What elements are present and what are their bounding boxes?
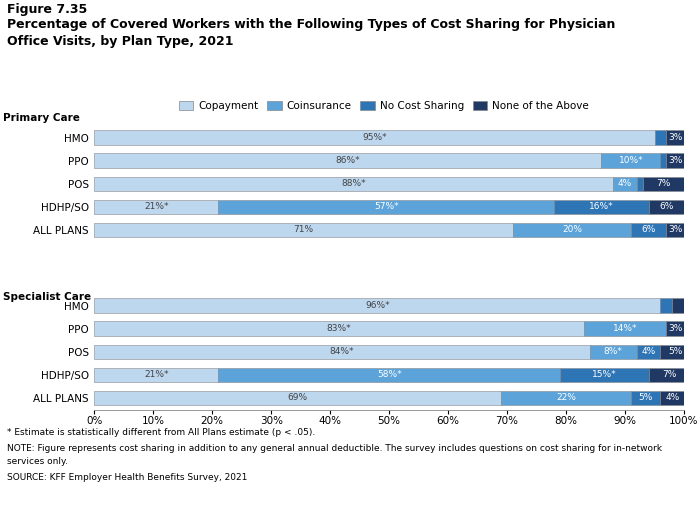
Text: Specialist Care: Specialist Care xyxy=(3,291,91,302)
Text: 5%: 5% xyxy=(668,347,683,356)
Bar xyxy=(660,344,690,359)
Bar xyxy=(602,153,660,168)
Text: Percentage of Covered Workers with the Following Types of Cost Sharing for Physi: Percentage of Covered Workers with the F… xyxy=(7,18,616,48)
Text: 4%: 4% xyxy=(665,393,679,403)
Bar xyxy=(643,176,684,191)
Text: 20%: 20% xyxy=(562,225,582,235)
Text: 15%*: 15%* xyxy=(592,370,617,380)
Text: 58%*: 58%* xyxy=(377,370,401,380)
Bar xyxy=(218,200,554,214)
Text: 69%: 69% xyxy=(288,393,308,403)
Bar xyxy=(94,321,584,336)
Text: 88%*: 88%* xyxy=(341,179,366,188)
Text: 95%*: 95%* xyxy=(362,133,387,142)
Text: 71%: 71% xyxy=(294,225,313,235)
Bar xyxy=(660,391,684,405)
Text: 4%: 4% xyxy=(641,347,656,356)
Bar xyxy=(672,298,684,313)
Text: 21%*: 21%* xyxy=(144,202,168,212)
Text: 5%: 5% xyxy=(639,393,653,403)
Bar xyxy=(560,368,648,382)
Bar xyxy=(94,200,218,214)
Bar xyxy=(667,130,684,145)
Text: Primary Care: Primary Care xyxy=(3,113,80,123)
Bar xyxy=(648,200,684,214)
Text: 22%: 22% xyxy=(556,393,576,403)
Text: 6%: 6% xyxy=(659,202,674,212)
Bar xyxy=(513,223,631,237)
Text: 7%: 7% xyxy=(656,179,671,188)
Text: SOURCE: KFF Employer Health Benefits Survey, 2021: SOURCE: KFF Employer Health Benefits Sur… xyxy=(7,472,247,481)
Text: 86%*: 86%* xyxy=(336,156,360,165)
Bar xyxy=(667,223,684,237)
Text: 8%*: 8%* xyxy=(604,347,623,356)
Text: 3%: 3% xyxy=(668,225,683,235)
Bar xyxy=(637,344,660,359)
Bar xyxy=(94,298,660,313)
Text: 4%: 4% xyxy=(618,179,632,188)
Bar xyxy=(501,391,631,405)
Bar xyxy=(667,321,684,336)
Bar xyxy=(648,368,690,382)
Bar xyxy=(614,176,637,191)
Bar xyxy=(218,368,560,382)
Bar xyxy=(94,391,501,405)
Text: 21%*: 21%* xyxy=(144,370,168,380)
Text: 10%*: 10%* xyxy=(618,156,644,165)
Text: NOTE: Figure represents cost sharing in addition to any general annual deductibl: NOTE: Figure represents cost sharing in … xyxy=(7,444,662,453)
Bar xyxy=(94,368,218,382)
Text: services only.: services only. xyxy=(7,457,68,466)
Text: 96%*: 96%* xyxy=(365,301,389,310)
Text: Figure 7.35: Figure 7.35 xyxy=(7,3,87,16)
Text: 3%: 3% xyxy=(668,156,683,165)
Text: 6%: 6% xyxy=(641,225,656,235)
Bar xyxy=(554,200,648,214)
Text: 83%*: 83%* xyxy=(327,324,351,333)
Text: 16%*: 16%* xyxy=(589,202,614,212)
Bar xyxy=(631,391,660,405)
Text: * Estimate is statistically different from All Plans estimate (p < .05).: * Estimate is statistically different fr… xyxy=(7,428,315,437)
Bar xyxy=(584,321,667,336)
Legend: Copayment, Coinsurance, No Cost Sharing, None of the Above: Copayment, Coinsurance, No Cost Sharing,… xyxy=(174,97,593,116)
Text: 14%*: 14%* xyxy=(613,324,637,333)
Bar xyxy=(631,223,667,237)
Bar xyxy=(660,298,672,313)
Bar xyxy=(94,223,513,237)
Text: 3%: 3% xyxy=(668,133,683,142)
Bar xyxy=(94,344,590,359)
Text: 7%: 7% xyxy=(662,370,676,380)
Bar xyxy=(655,130,667,145)
Bar xyxy=(667,153,684,168)
Text: 3%: 3% xyxy=(668,324,683,333)
Bar xyxy=(660,153,667,168)
Bar xyxy=(94,176,614,191)
Bar xyxy=(637,176,643,191)
Bar xyxy=(94,153,602,168)
Bar xyxy=(94,130,655,145)
Text: 57%*: 57%* xyxy=(374,202,399,212)
Bar xyxy=(590,344,637,359)
Text: 84%*: 84%* xyxy=(329,347,354,356)
